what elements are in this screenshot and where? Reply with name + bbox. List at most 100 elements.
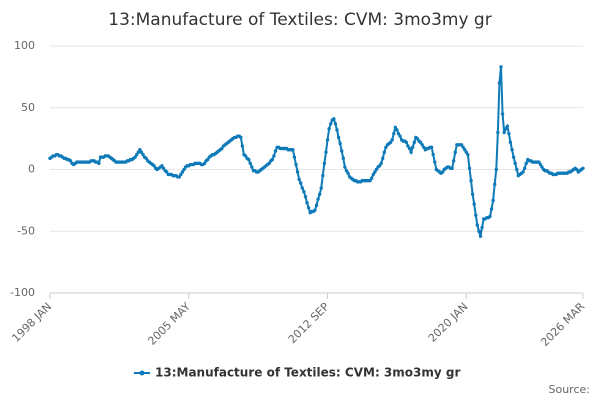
data-point bbox=[335, 128, 339, 132]
data-point bbox=[379, 161, 383, 166]
data-point bbox=[160, 164, 164, 168]
data-point bbox=[381, 156, 385, 161]
data-point bbox=[440, 170, 445, 174]
data-point bbox=[538, 162, 543, 167]
data-point bbox=[492, 182, 497, 187]
data-point bbox=[346, 171, 350, 175]
data-point bbox=[491, 198, 495, 203]
data-point bbox=[496, 130, 500, 135]
data-point bbox=[300, 186, 305, 190]
data-point bbox=[250, 165, 254, 169]
y-tick-label: 0 bbox=[28, 163, 35, 176]
data-point bbox=[384, 145, 388, 149]
data-point bbox=[141, 152, 145, 157]
data-point bbox=[472, 202, 476, 206]
data-point bbox=[333, 122, 338, 126]
data-point bbox=[369, 176, 374, 180]
data-point bbox=[343, 165, 347, 169]
data-point bbox=[574, 167, 579, 172]
data-point bbox=[327, 127, 331, 131]
data-point bbox=[246, 157, 251, 162]
data-point bbox=[505, 124, 510, 128]
data-point bbox=[504, 127, 508, 131]
data-point bbox=[272, 154, 276, 158]
data-point bbox=[459, 143, 464, 147]
data-point bbox=[461, 145, 465, 149]
source-label: Source: bbox=[549, 383, 591, 396]
data-point bbox=[328, 122, 333, 126]
data-point bbox=[144, 156, 148, 161]
data-point bbox=[464, 150, 469, 154]
data-point bbox=[410, 145, 415, 149]
data-point bbox=[524, 161, 528, 166]
data-point bbox=[368, 178, 372, 183]
data-point bbox=[433, 160, 437, 164]
legend-text: 13:Manufacture of Textiles: CVM: 3mo3my … bbox=[155, 366, 460, 380]
data-point bbox=[377, 164, 382, 168]
data-point bbox=[398, 134, 402, 138]
data-point bbox=[507, 131, 511, 136]
data-point bbox=[450, 166, 454, 170]
data-point bbox=[291, 148, 295, 152]
data-point bbox=[220, 146, 224, 151]
data-point bbox=[392, 131, 396, 136]
data-point bbox=[522, 166, 527, 170]
data-point bbox=[422, 145, 426, 149]
data-point bbox=[475, 223, 480, 227]
data-point bbox=[340, 149, 344, 153]
data-point bbox=[497, 81, 502, 85]
data-point bbox=[68, 159, 73, 163]
data-point bbox=[303, 194, 308, 199]
data-point bbox=[511, 155, 516, 159]
data-point bbox=[133, 155, 137, 159]
data-point bbox=[324, 150, 328, 154]
data-point bbox=[316, 197, 320, 201]
data-point bbox=[373, 170, 377, 174]
data-point bbox=[202, 161, 207, 166]
data-point bbox=[267, 161, 271, 166]
y-tick-label: 50 bbox=[21, 101, 35, 114]
data-point bbox=[515, 167, 519, 172]
data-point bbox=[336, 135, 341, 140]
y-tick-label: -50 bbox=[17, 224, 35, 237]
data-point bbox=[344, 169, 349, 173]
data-point bbox=[180, 170, 185, 174]
data-point bbox=[499, 65, 503, 69]
data-point bbox=[138, 148, 142, 152]
data-point bbox=[306, 206, 311, 210]
data-point bbox=[407, 146, 412, 151]
data-point bbox=[314, 203, 319, 208]
x-tick-label: 2012 SEP bbox=[286, 300, 332, 346]
data-point bbox=[466, 152, 470, 157]
data-point bbox=[415, 136, 420, 141]
data-point bbox=[463, 148, 467, 152]
legend: 13:Manufacture of Textiles: CVM: 3mo3my … bbox=[134, 366, 460, 380]
data-point bbox=[420, 143, 424, 147]
data-point bbox=[299, 181, 303, 185]
data-point bbox=[374, 167, 379, 172]
data-point bbox=[305, 201, 309, 205]
data-point bbox=[177, 175, 182, 179]
data-point bbox=[406, 144, 410, 148]
data-point bbox=[97, 161, 101, 166]
data-point bbox=[322, 161, 327, 166]
data-point bbox=[270, 157, 275, 162]
data-point bbox=[243, 154, 248, 158]
data-point bbox=[313, 208, 317, 212]
data-point bbox=[294, 162, 298, 167]
data-point bbox=[477, 229, 481, 233]
data-point bbox=[325, 138, 330, 142]
data-point bbox=[474, 213, 478, 217]
data-point bbox=[510, 148, 514, 152]
data-point bbox=[179, 172, 183, 177]
data-point bbox=[431, 152, 435, 157]
data-point bbox=[409, 150, 413, 154]
data-point bbox=[390, 138, 394, 142]
data-point bbox=[537, 160, 541, 164]
data-point bbox=[240, 144, 245, 148]
data-point bbox=[248, 161, 252, 166]
data-point bbox=[470, 192, 475, 196]
data-point bbox=[500, 112, 505, 116]
x-tick-label: 2026 MAR bbox=[538, 300, 587, 349]
